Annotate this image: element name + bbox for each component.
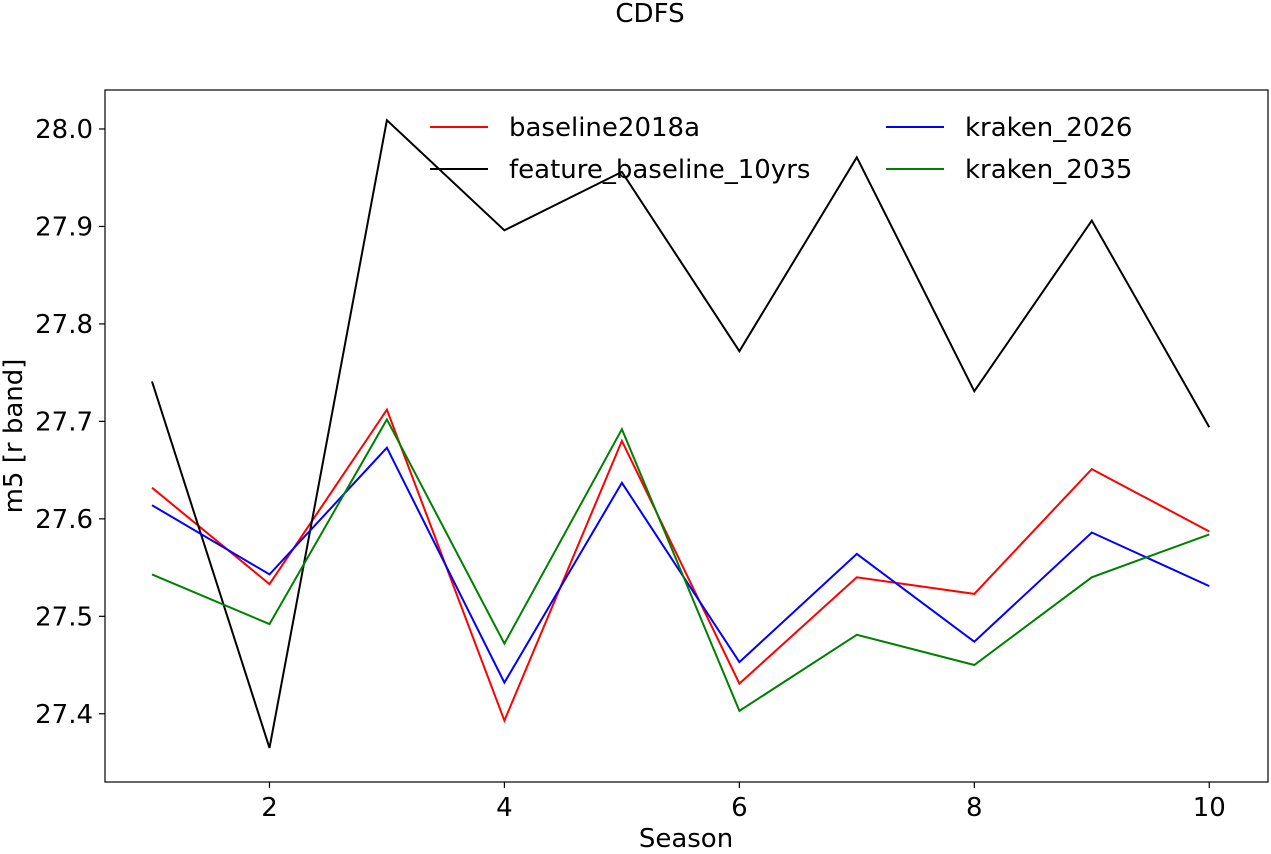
series-line-kraken-2026 xyxy=(151,445,1210,685)
series-layer xyxy=(151,118,1211,749)
series-line-feature-baseline-10yrs xyxy=(151,118,1211,749)
x-tick-label: 2 xyxy=(261,793,278,823)
y-tick-label: 27.7 xyxy=(35,407,93,437)
y-axis: 27.4 27.5 27.6 27.7 27.8 27.9 28.0 xyxy=(35,115,105,730)
legend-label: kraken_2026 xyxy=(965,113,1132,143)
x-axis-title: Season xyxy=(639,824,733,854)
y-tick-label: 27.6 xyxy=(35,505,93,535)
x-tick-label: 8 xyxy=(966,793,983,823)
y-tick-label: 28.0 xyxy=(35,115,93,145)
legend: baseline2018a feature_baseline_10yrs krake… xyxy=(430,113,1132,185)
y-tick-label: 27.8 xyxy=(35,310,93,340)
legend-label: kraken_2035 xyxy=(965,155,1132,185)
legend-label: feature_baseline_10yrs xyxy=(509,155,810,185)
series-line-baseline2018a xyxy=(151,407,1210,724)
x-tick-label: 10 xyxy=(1193,793,1226,823)
x-tick-label: 6 xyxy=(731,793,748,823)
x-axis: 2 4 6 8 10 xyxy=(261,782,1226,823)
chart-title: CDFS xyxy=(615,0,684,29)
x-tick-label: 4 xyxy=(496,793,513,823)
plot-frame xyxy=(104,89,1269,783)
series-line-kraken-2035 xyxy=(151,417,1210,713)
legend-label: baseline2018a xyxy=(509,113,700,143)
y-tick-label: 27.5 xyxy=(35,602,93,632)
y-tick-label: 27.4 xyxy=(35,700,93,730)
y-tick-label: 27.9 xyxy=(35,212,93,242)
y-axis-title: m5 [r band] xyxy=(0,359,29,514)
